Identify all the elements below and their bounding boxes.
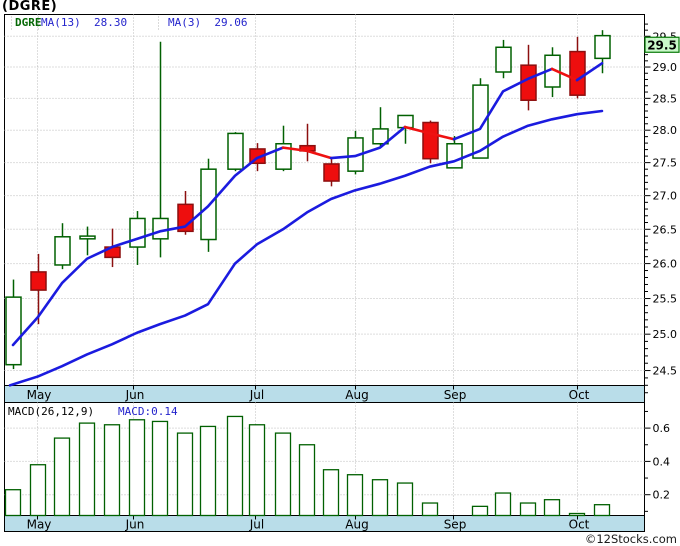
svg-text:Jul: Jul (249, 518, 264, 532)
price-axis: 24.5 25.0 25.5 26.0 26.5 27.0 27.5 28.0 28.5 29.0… (644, 23, 678, 394)
svg-text:May: May (27, 518, 52, 532)
svg-text:Sep: Sep (444, 388, 467, 402)
panel-frames (4, 14, 645, 532)
candlestick-layer (5, 30, 611, 370)
watermark-12stocks: ©12Stocks.com (584, 532, 677, 546)
svg-text:26.0: 26.0 (653, 258, 678, 271)
legend-symbol: DGRE (15, 16, 42, 29)
svg-text:25.5: 25.5 (653, 293, 678, 306)
svg-text:24.5: 24.5 (653, 365, 678, 378)
svg-text:29.5: 29.5 (647, 38, 677, 52)
svg-text:29.0: 29.0 (653, 61, 678, 74)
svg-text:Sep: Sep (444, 518, 467, 532)
svg-text:Oct: Oct (569, 388, 590, 402)
macd-bars (4, 415, 611, 517)
svg-text:0.6: 0.6 (653, 422, 671, 435)
svg-text:Jun: Jun (125, 518, 145, 532)
svg-text:26.5: 26.5 (653, 223, 678, 236)
macd-legend-label: MACD(26,12,9) (8, 405, 95, 418)
svg-text:Aug: Aug (345, 518, 368, 532)
page-title: (DGRE) (2, 0, 58, 14)
svg-text:28.5: 28.5 (653, 92, 678, 105)
svg-text:Oct: Oct (569, 518, 590, 532)
svg-text:Jun: Jun (125, 388, 145, 402)
svg-text:27.5: 27.5 (653, 157, 678, 170)
svg-text:25.0: 25.0 (653, 328, 678, 341)
ma13-line (8, 109, 604, 387)
ma3-line (11, 62, 604, 347)
svg-text:Jul: Jul (249, 388, 264, 402)
macd-legend-value: MACD:0.14 (118, 405, 178, 418)
svg-text:27.0: 27.0 (653, 190, 678, 203)
legend-ma13-value: MA(13) 28.30 (41, 16, 128, 29)
month-axis-labels: May May Jun Jun Jul Jul Aug Aug Sep Sep Oct Oct (27, 385, 590, 532)
macd-axis: 0.2 0.4 0.6 (644, 410, 671, 512)
legend-ma3-value: MA(3) 29.06 (168, 16, 248, 29)
price-tag: 29.5 (644, 36, 680, 53)
svg-text:May: May (27, 388, 52, 402)
svg-text:Aug: Aug (345, 388, 368, 402)
svg-text:0.4: 0.4 (653, 455, 671, 468)
svg-text:28.0: 28.0 (653, 124, 678, 137)
svg-text:0.2: 0.2 (653, 489, 671, 502)
